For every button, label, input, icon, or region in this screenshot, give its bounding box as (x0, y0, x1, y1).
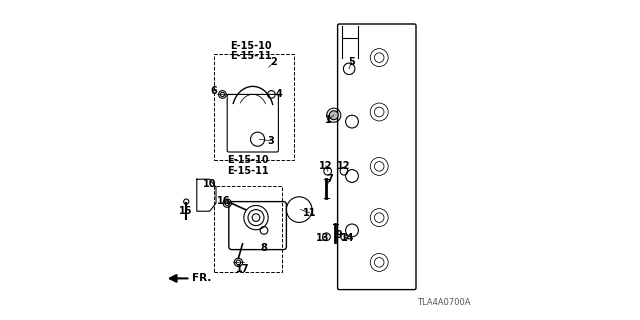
Text: 2: 2 (270, 57, 277, 68)
Text: 3: 3 (267, 136, 274, 146)
Text: 11: 11 (303, 208, 317, 218)
Text: TLA4A0700A: TLA4A0700A (417, 298, 470, 307)
Text: FR.: FR. (192, 273, 211, 284)
Text: 1: 1 (324, 115, 332, 125)
Text: 15: 15 (179, 206, 193, 216)
Circle shape (329, 111, 339, 120)
Text: E-15-10: E-15-10 (227, 155, 269, 165)
Text: 9: 9 (335, 230, 342, 240)
Text: 12: 12 (337, 161, 351, 171)
Text: E-15-10: E-15-10 (230, 41, 272, 52)
Text: 8: 8 (260, 243, 268, 253)
Text: 10: 10 (203, 179, 216, 189)
Text: 5: 5 (348, 57, 355, 68)
Text: 7: 7 (326, 174, 333, 184)
Text: 12: 12 (319, 161, 333, 171)
Text: 17: 17 (236, 264, 250, 274)
Text: 14: 14 (340, 233, 354, 244)
Text: 16: 16 (217, 196, 231, 206)
Text: 4: 4 (276, 89, 282, 100)
Text: 13: 13 (316, 233, 330, 244)
Text: E-15-11: E-15-11 (230, 51, 272, 61)
Text: 6: 6 (211, 86, 217, 96)
Text: E-15-11: E-15-11 (227, 166, 269, 176)
